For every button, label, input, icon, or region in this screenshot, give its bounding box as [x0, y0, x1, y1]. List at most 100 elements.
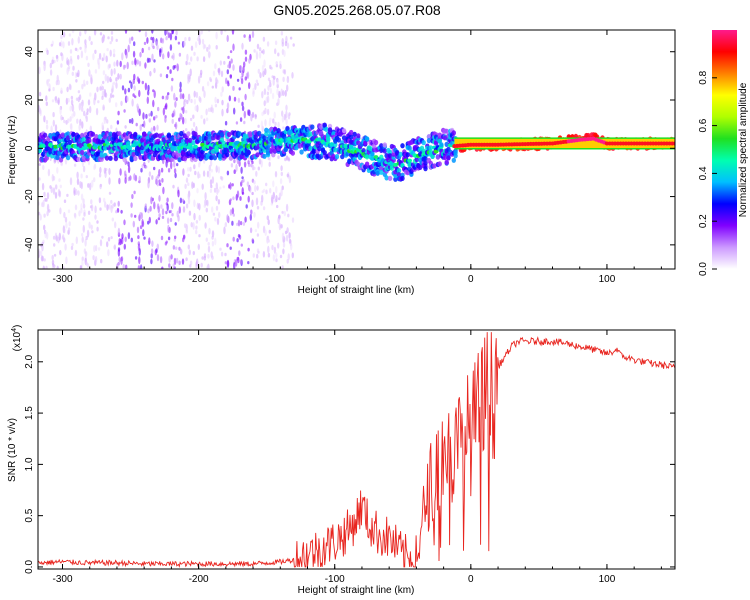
heatmap-band-cell [262, 135, 267, 141]
heatmap-noise-cell [239, 221, 243, 226]
heatmap-noise-cell [80, 102, 83, 106]
heatmap-noise-cell [116, 59, 119, 67]
heatmap-noise-cell [220, 30, 223, 35]
colorbar-tick-label: 0.4 [698, 166, 709, 180]
heatmap-noise-cell [215, 31, 218, 40]
heatmap-band-cell [203, 135, 209, 141]
heatmap-noise-cell [168, 226, 171, 234]
heatmap-noise-cell [177, 215, 180, 222]
heatmap-band-cell [444, 128, 449, 134]
heatmap-noise-cell [245, 204, 248, 209]
heatmap-noise-cell [122, 263, 125, 269]
heatmap-noise-cell [67, 59, 70, 67]
heatmap-noise-cell [165, 102, 168, 110]
heatmap-noise-cell [84, 46, 87, 54]
heatmap-noise-cell [278, 222, 282, 231]
heatmap-noise-cell [145, 165, 148, 169]
heatmap-noise-cell [71, 71, 75, 76]
heatmap-noise-cell [224, 30, 227, 33]
heatmap-noise-cell [41, 241, 44, 246]
heatmap-noise-cell [93, 177, 96, 183]
heatmap-noise-cell [45, 265, 48, 269]
heatmap-noise-cell [276, 88, 279, 96]
heatmap-band-cell [264, 131, 269, 137]
heatmap-noise-cell [255, 79, 259, 84]
heatmap-noise-cell [77, 36, 81, 44]
heatmap-noise-cell [143, 236, 146, 240]
heatmap-noise-cell [185, 60, 188, 66]
heatmap-noise-cell [134, 57, 137, 66]
heatmap-noise-cell [59, 106, 62, 115]
heatmap-noise-cell [265, 189, 268, 195]
heatmap-noise-cell [113, 61, 116, 67]
heatmap-noise-cell [224, 120, 228, 126]
heatmap-noise-cell [82, 217, 85, 221]
heatmap-band-cell [407, 145, 412, 151]
heatmap-noise-cell [219, 60, 222, 66]
heatmap-noise-cell [193, 199, 196, 208]
heatmap-noise-cell [278, 214, 281, 219]
heatmap-band-cell [414, 156, 419, 163]
heatmap-noise-cell [126, 95, 129, 103]
heatmap-noise-cell [291, 217, 295, 223]
heatmap-noise-cell [133, 73, 136, 81]
heatmap-noise-cell [174, 101, 177, 108]
heatmap-noise-cell [144, 62, 147, 69]
heatmap-noise-cell [123, 219, 126, 226]
heatmap-noise-cell [259, 72, 262, 79]
heatmap-noise-cell [172, 245, 176, 250]
heatmap-band-cell [290, 133, 295, 139]
heatmap-noise-cell [132, 220, 135, 228]
heatmap-noise-cell [266, 95, 270, 103]
heatmap-noise-cell [45, 95, 48, 102]
heatmap-noise-cell [69, 105, 72, 112]
heatmap-band-cell [163, 148, 168, 154]
heatmap-noise-cell [192, 121, 196, 128]
heatmap-noise-cell [131, 98, 134, 107]
colorbar-tick-label: 0.6 [698, 118, 709, 132]
heatmap-noise-cell [228, 184, 231, 189]
heatmap-noise-cell [284, 157, 287, 162]
heatmap-noise-cell [149, 205, 152, 212]
heatmap-noise-cell [211, 240, 215, 247]
heatmap-noise-cell [255, 170, 258, 177]
heatmap-noise-cell [172, 52, 175, 61]
heatmap-noise-cell [243, 161, 247, 168]
colorbar-tick-label: 0.2 [698, 214, 709, 228]
heatmap-noise-cell [160, 204, 163, 209]
heatmap-core-cell [370, 156, 375, 161]
heatmap-noise-cell [225, 77, 228, 85]
heatmap-noise-cell [90, 224, 93, 230]
heatmap-noise-cell [205, 117, 209, 122]
heatmap-band-cell [396, 168, 402, 174]
heatmap-noise-cell [128, 37, 132, 45]
heatmap-noise-cell [155, 176, 158, 184]
heatmap-noise-cell [124, 170, 127, 177]
heatmap-noise-cell [226, 69, 229, 75]
heatmap-noise-cell [182, 106, 185, 114]
heatmap-noise-cell [101, 90, 105, 98]
heatmap-noise-cell [137, 243, 141, 252]
heatmap-noise-cell [124, 177, 127, 184]
heatmap-noise-cell [102, 106, 105, 111]
heatmap-noise-cell [136, 226, 140, 234]
heatmap-band-cell [324, 126, 329, 132]
heatmap-band-cell [336, 137, 341, 143]
heatmap-noise-cell [201, 256, 204, 260]
heatmap-noise-cell [58, 190, 62, 198]
heatmap-noise-cell [187, 167, 190, 172]
heatmap-noise-cell [60, 34, 63, 40]
heatmap-noise-cell [69, 49, 73, 54]
heatmap-noise-cell [192, 251, 195, 256]
heatmap-noise-cell [154, 249, 157, 256]
heatmap-band-cell [363, 140, 368, 146]
heatmap-noise-cell [277, 121, 280, 129]
heatmap-noise-cell [63, 227, 66, 234]
bottom-axis-ticks: -300 -200 -100 0 100 0.0 0.5 1.0 1.5 2.0 [24, 330, 675, 585]
heatmap-noise-cell [171, 118, 174, 124]
heatmap-noise-cell [268, 120, 272, 127]
heatmap-noise-cell [97, 247, 101, 251]
heatmap-noise-cell [277, 242, 280, 249]
heatmap-band-cell [364, 136, 370, 142]
heatmap-noise-cell [69, 177, 73, 186]
